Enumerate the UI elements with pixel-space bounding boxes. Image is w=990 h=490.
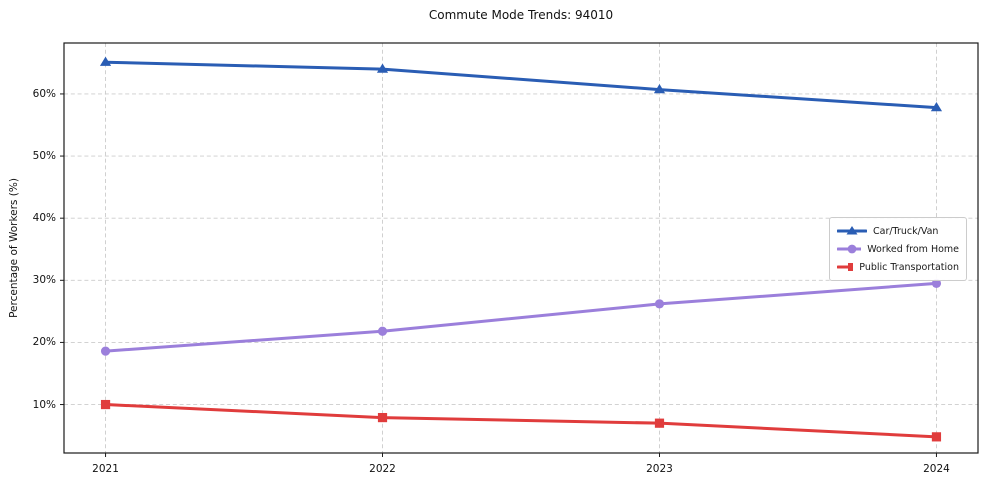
legend: Car/Truck/Van Worked from Home Public Tr… <box>829 217 967 281</box>
y-tick-label: 20% <box>32 336 56 349</box>
circle-marker-icon <box>847 244 857 254</box>
chart-title: Commute Mode Trends: 94010 <box>428 8 614 22</box>
legend-item-public-transportation: Public Transportation <box>837 261 959 273</box>
legend-sample-line-circle <box>837 244 862 254</box>
y-tick-label: 30% <box>32 274 56 287</box>
data-point-marker <box>377 412 388 423</box>
legend-item-worked-from-home: Worked from Home <box>837 243 959 255</box>
legend-label: Public Transportation <box>859 261 959 273</box>
y-tick-label: 10% <box>32 398 56 411</box>
legend-label: Car/Truck/Van <box>873 225 939 237</box>
triangle-marker-icon <box>846 226 858 235</box>
data-point-marker <box>930 102 943 112</box>
data-point-marker <box>99 56 112 66</box>
legend-label: Worked from Home <box>867 243 959 255</box>
series-line <box>104 403 938 439</box>
x-tick-label: 2021 <box>92 463 119 475</box>
data-point-marker <box>100 346 111 356</box>
data-point-marker <box>931 278 942 289</box>
x-tick-label: 2023 <box>646 463 673 475</box>
data-point-marker <box>654 418 665 428</box>
y-tick-label: 60% <box>32 87 56 100</box>
legend-sample-line-triangle <box>837 226 867 235</box>
y-tick-label: 40% <box>32 212 56 225</box>
data-point-marker <box>653 83 666 94</box>
y-tick-label: 50% <box>32 150 56 163</box>
legend-item-car-truck-van: Car/Truck/Van <box>837 225 959 237</box>
data-point-marker <box>377 326 388 336</box>
plot-border <box>63 42 979 454</box>
legend-sample-line-square <box>837 263 854 271</box>
data-point-marker <box>654 299 665 309</box>
x-tick-label: 2022 <box>369 463 396 475</box>
series-line <box>104 60 938 110</box>
data-point-marker <box>931 432 942 442</box>
x-tick-label: 2024 <box>923 463 950 475</box>
square-marker-icon <box>848 263 854 271</box>
series-line <box>104 281 938 353</box>
data-point-marker <box>376 63 389 73</box>
data-point-marker <box>100 399 111 410</box>
